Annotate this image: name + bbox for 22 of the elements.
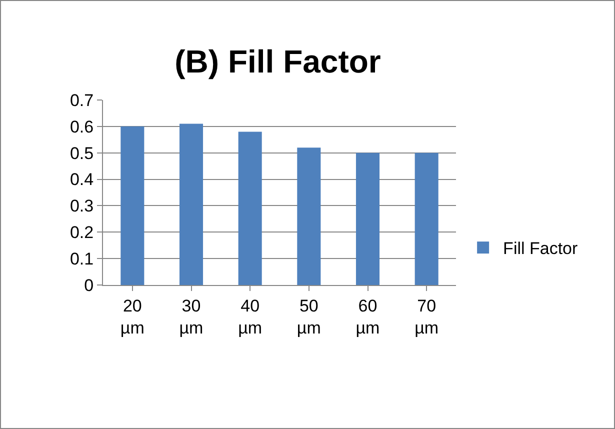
chart-title: (B) Fill Factor: [174, 43, 381, 80]
y-tick-label: 0.2: [70, 223, 94, 242]
x-tick-label: 40 µm: [238, 296, 262, 338]
x-tick-label: 70 µm: [414, 296, 439, 338]
legend-label: Fill Factor: [503, 239, 578, 258]
bar: [297, 148, 321, 285]
y-tick-label: 0.7: [70, 90, 94, 110]
x-tick-label: 20 µm: [120, 296, 144, 338]
x-tick-label: 50 µm: [296, 296, 321, 338]
bar: [120, 126, 144, 285]
x-tick-label: 30 µm: [179, 296, 204, 338]
bar: [179, 124, 204, 285]
y-tick-label: 0.5: [70, 144, 94, 163]
y-tick-label: 0.3: [70, 196, 94, 216]
bar: [414, 152, 438, 285]
bar: [356, 152, 380, 285]
y-tick-label: 0.6: [70, 117, 94, 136]
bar: [238, 132, 262, 285]
y-tick-label: 0.4: [70, 170, 94, 190]
y-tick-label: 0: [84, 276, 94, 295]
x-tick-label: 60 µm: [356, 296, 380, 338]
y-tick-label: 0.1: [70, 250, 94, 269]
